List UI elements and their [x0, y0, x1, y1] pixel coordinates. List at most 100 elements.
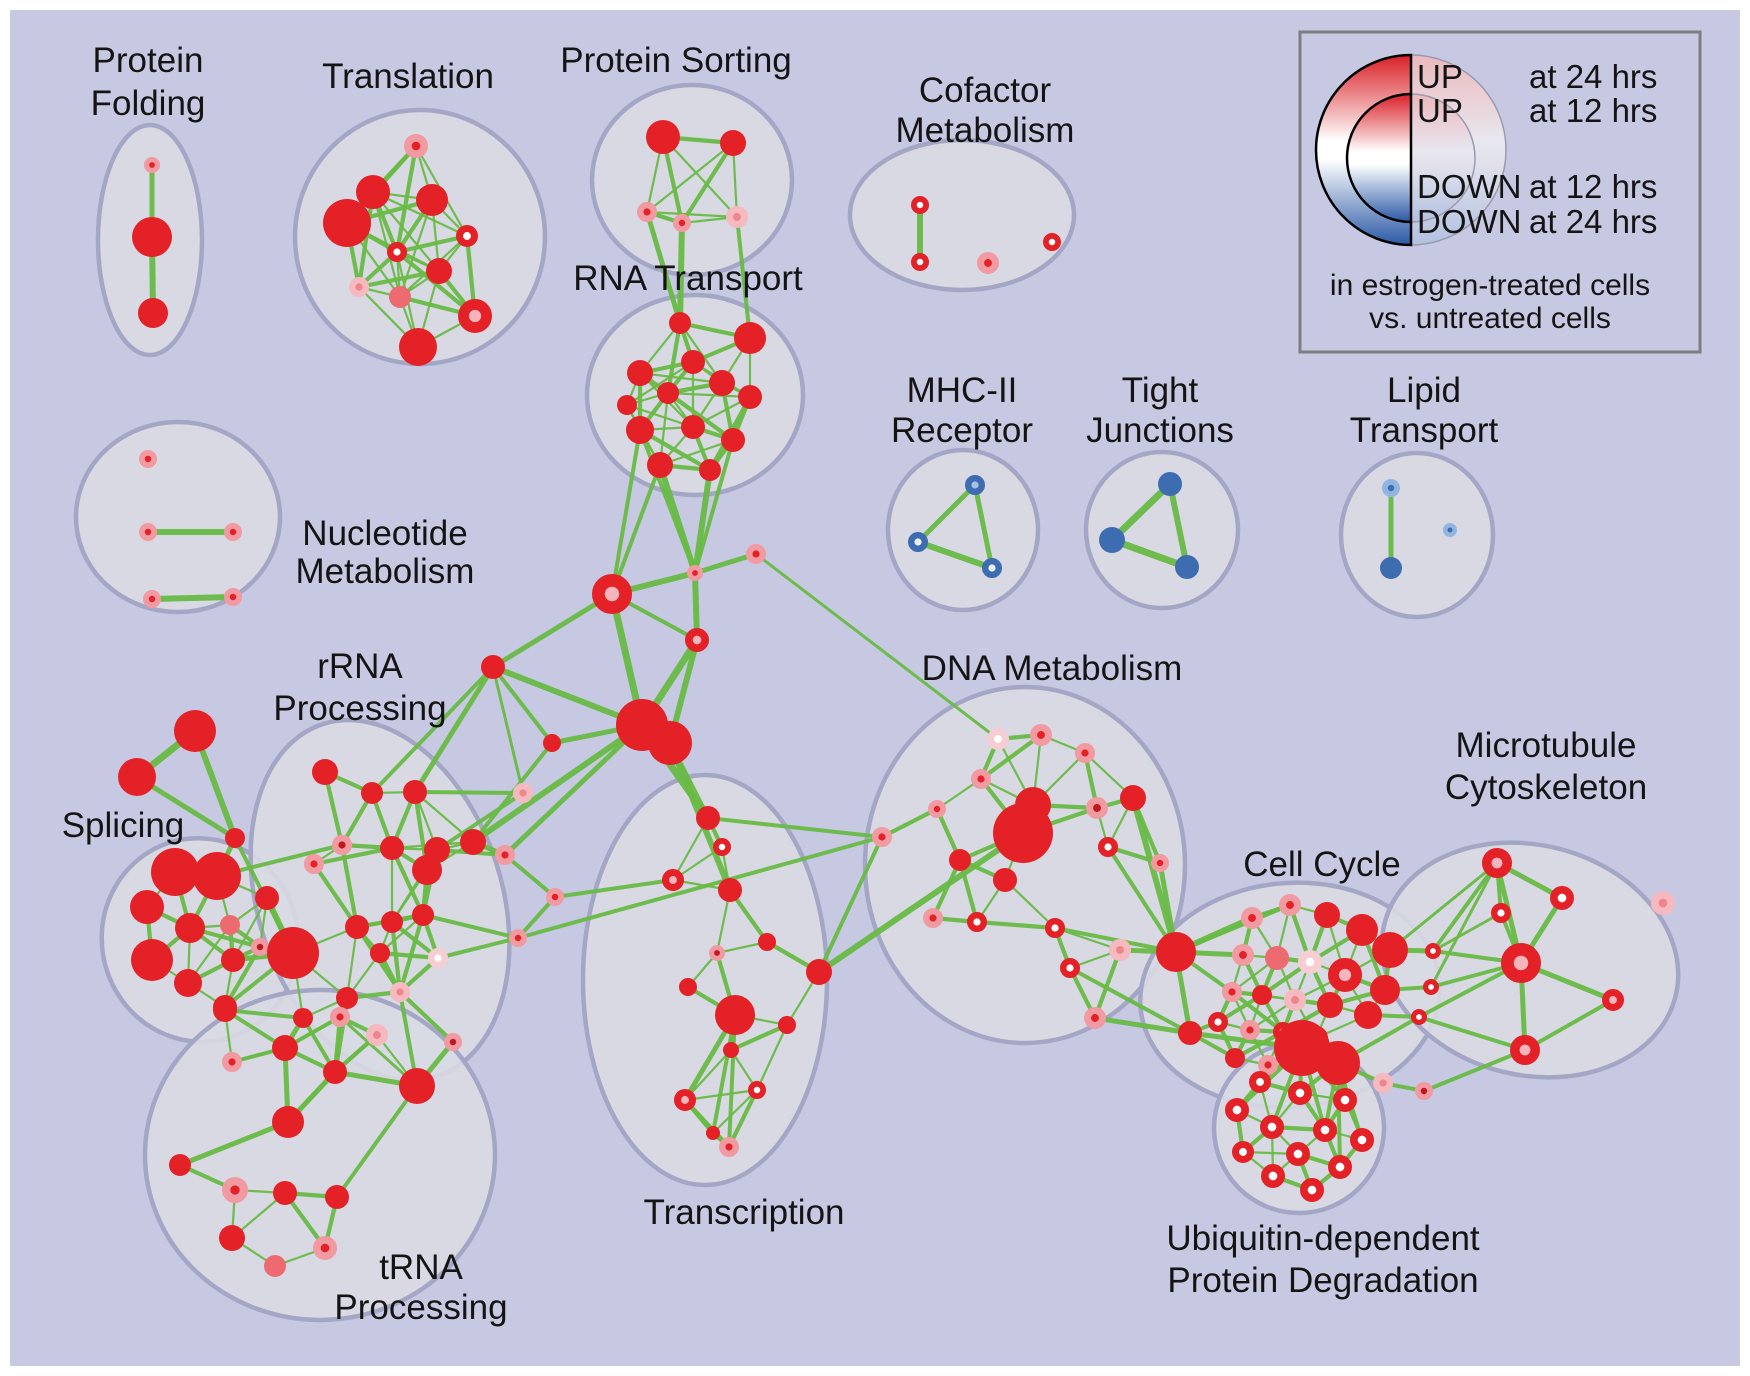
- node-dn-9: [1086, 797, 1109, 820]
- node-cc-20: [1257, 1054, 1278, 1075]
- node-ub-7: [1232, 1141, 1255, 1164]
- edge-cc: [1229, 989, 1286, 1035]
- node-ub-9: [1327, 1154, 1352, 1179]
- node-dn-19: [949, 849, 971, 871]
- node-sp-0: [151, 848, 199, 896]
- edge-link-dn-hb: [1068, 966, 1192, 1035]
- cluster-ellipse-protein-sorting: [589, 82, 795, 278]
- cluster-ellipse-nucleotide-metabolism: [73, 419, 283, 615]
- edge-tn: [335, 1084, 419, 1199]
- edge-link-cc-mt: [1388, 861, 1499, 952]
- node-mh-1: [908, 532, 929, 553]
- legend-ring-12h: [1345, 92, 1413, 224]
- edge-mt: [1431, 861, 1499, 953]
- node-ub-5: [1312, 1117, 1337, 1142]
- node-rr-15: [390, 982, 411, 1003]
- node-tj-0: [1158, 472, 1182, 496]
- edge-link-tk-dn: [754, 552, 1000, 741]
- node-dn-4: [928, 800, 947, 819]
- edge-tj: [1108, 480, 1174, 544]
- node-mt-6: [1411, 1008, 1428, 1025]
- cluster-label-transcription: Transcription: [644, 1193, 845, 1232]
- edge-rr: [311, 845, 395, 867]
- node-rr-10: [381, 911, 403, 933]
- node-sp-3: [175, 913, 205, 943]
- node-tc-12: [674, 1089, 697, 1112]
- edge-link-fr-tk: [490, 664, 645, 728]
- edge-link-dn-hb: [1092, 1015, 1193, 1036]
- node-ub-8: [1285, 1141, 1310, 1166]
- node-cc-19: [1225, 1048, 1245, 1068]
- node-cc-2: [1314, 902, 1340, 928]
- cluster-label-splicing: Splicing: [62, 806, 185, 845]
- edge-mt: [1429, 861, 1499, 989]
- node-tc-14: [748, 1081, 767, 1100]
- cluster-label-mhc-ii-receptor: Receptor: [891, 411, 1033, 450]
- node-rr-17: [444, 1033, 463, 1052]
- node-tn-12: [219, 1225, 245, 1251]
- legend-time-label: at 24 hrs: [1529, 58, 1657, 95]
- node-dn-15: [1084, 1007, 1107, 1030]
- node-sp-4: [220, 915, 240, 935]
- node-ub-2: [1332, 1087, 1357, 1112]
- cluster-ellipse-cofactor-metabolism: [847, 137, 1077, 293]
- node-rt-1: [734, 322, 766, 354]
- node-tn-13: [312, 1235, 337, 1260]
- edge-link-fr-rr: [412, 664, 496, 795]
- edge-tk: [692, 551, 759, 576]
- cluster-label-ubiquitin-degradation: Protein Degradation: [1167, 1261, 1478, 1300]
- node-tn-7: [272, 1106, 304, 1138]
- node-rt-0: [669, 312, 691, 334]
- cluster-ellipse-lipid-transport: [1338, 450, 1496, 620]
- node-sp-1: [193, 852, 241, 900]
- cluster-label-lipid-transport: Lipid: [1387, 371, 1461, 410]
- node-ps-2: [637, 201, 658, 222]
- node-ub-6: [1349, 1127, 1374, 1152]
- edge-mt: [1431, 911, 1503, 953]
- cluster-label-trna-processing: Processing: [334, 1288, 507, 1327]
- node-dn-1: [1030, 724, 1053, 747]
- node-pb-0: [1372, 1072, 1393, 1093]
- node-dn-7: [993, 803, 1053, 863]
- node-ub-12: [1274, 1020, 1330, 1076]
- node-nm-3: [143, 590, 162, 609]
- edge-mh: [915, 539, 995, 571]
- edge-tj: [1167, 481, 1190, 570]
- node-nm-1: [139, 523, 158, 542]
- node-mt-7: [1510, 1035, 1541, 1066]
- node-tn-1: [330, 1007, 351, 1028]
- node-tc-9: [715, 995, 755, 1035]
- node-tr-5: [387, 241, 408, 262]
- node-cc-1: [1279, 894, 1302, 917]
- node-rt-7: [626, 416, 654, 444]
- node-sp-9: [251, 938, 270, 957]
- cluster-label-tight-junctions: Tight: [1122, 371, 1199, 410]
- cluster-label-protein-folding: Folding: [91, 84, 206, 123]
- node-ps-1: [720, 130, 746, 156]
- node-rr-18: [267, 927, 319, 979]
- node-cc-3: [1346, 914, 1378, 946]
- edge-mt: [1417, 1015, 1527, 1052]
- edge-link-tk-fr: [490, 591, 615, 670]
- node-fr-4: [513, 783, 534, 804]
- cluster-label-dna-metabolism: DNA Metabolism: [922, 649, 1183, 688]
- node-rt-6: [738, 385, 762, 409]
- node-fr-2: [225, 828, 245, 848]
- node-rt-3: [681, 350, 705, 374]
- node-tc-11: [723, 1042, 739, 1058]
- node-cc-9: [1370, 975, 1400, 1005]
- edge-ps: [679, 140, 736, 226]
- node-ub-11: [1299, 1177, 1324, 1202]
- node-nm-4: [224, 588, 243, 607]
- node-mh-2: [982, 558, 1003, 579]
- edge-link-fr-rr: [370, 665, 495, 795]
- node-ps-0: [646, 120, 680, 154]
- node-tc-0: [696, 806, 720, 830]
- edge-link-fr-tc: [516, 895, 557, 940]
- node-mh-0: [965, 475, 986, 496]
- node-ub-13: [1316, 1041, 1360, 1085]
- node-dn-3: [971, 769, 992, 790]
- edge-link-tk-fr: [502, 722, 645, 858]
- node-rr-12: [370, 943, 390, 963]
